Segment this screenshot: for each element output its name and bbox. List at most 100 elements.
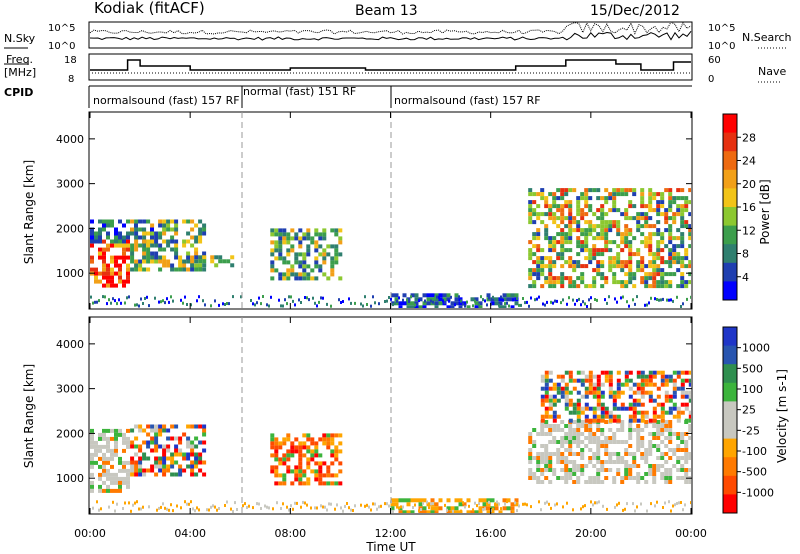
power-cell	[552, 248, 557, 253]
velocity-cell	[154, 472, 159, 477]
power-cell	[556, 252, 561, 257]
power-cell	[568, 276, 573, 281]
velocity-cell	[330, 473, 335, 478]
power-cell	[548, 260, 553, 265]
velocity-cell	[656, 468, 661, 472]
velocity-cell	[298, 461, 303, 466]
velocity-cell	[306, 437, 311, 442]
velocity-cell	[592, 464, 597, 468]
velocity-cell	[652, 444, 657, 448]
power-cell	[628, 244, 633, 249]
power-cell	[644, 280, 649, 285]
velocity-cell	[656, 444, 661, 448]
velocity-cell	[572, 480, 577, 484]
power-cell	[628, 268, 633, 273]
power-cell	[656, 232, 661, 237]
power-cell	[544, 196, 549, 201]
velocity-colorbar-segment	[723, 345, 737, 365]
power-cell	[592, 252, 597, 257]
power-cell	[266, 303, 268, 307]
velocity-cell	[130, 468, 135, 473]
velocity-cell	[490, 510, 495, 513]
power-cell	[98, 251, 102, 256]
power-cell	[290, 264, 295, 269]
velocity-cell	[604, 410, 609, 415]
power-cell	[126, 243, 130, 248]
velocity-cell	[388, 504, 390, 508]
velocity-cell	[490, 498, 495, 503]
velocity-cell	[366, 503, 368, 507]
velocity-cell	[166, 468, 171, 473]
power-cell	[560, 204, 565, 209]
noise-tick-bot-left: 10^0	[48, 41, 75, 52]
velocity-cell	[684, 448, 689, 452]
power-cell	[194, 251, 199, 256]
power-cell	[178, 267, 183, 272]
power-cell	[158, 235, 163, 240]
power-cell	[672, 299, 674, 303]
velocity-cell	[652, 414, 657, 419]
velocity-cell	[596, 476, 601, 480]
velocity-cell	[114, 440, 118, 445]
power-cell	[580, 264, 585, 269]
velocity-cell	[126, 440, 130, 445]
power-cell	[572, 260, 577, 265]
velocity-cell	[110, 488, 114, 493]
velocity-cell	[624, 507, 626, 511]
velocity-cell	[596, 472, 601, 476]
velocity-cell	[306, 461, 311, 466]
velocity-cell	[430, 506, 435, 511]
velocity-cell	[634, 509, 636, 513]
power-cell	[298, 228, 303, 233]
power-cell	[438, 297, 443, 302]
velocity-cell	[126, 472, 130, 477]
velocity-cell	[108, 505, 110, 509]
power-cell	[140, 297, 142, 301]
velocity-cell	[660, 374, 665, 379]
velocity-cell	[608, 456, 613, 460]
power-cell	[338, 276, 343, 281]
velocity-cell	[612, 480, 617, 484]
power-cell	[498, 297, 503, 302]
power-cell	[648, 188, 653, 193]
power-cell	[676, 236, 681, 241]
velocity-cell	[528, 432, 533, 436]
velocity-cell	[190, 448, 195, 453]
power-cell	[286, 272, 291, 277]
velocity-cell	[568, 410, 573, 415]
power-cell	[158, 247, 163, 252]
velocity-cell	[524, 502, 526, 506]
velocity-cell	[632, 398, 637, 403]
velocity-cell	[176, 504, 178, 508]
power-cell	[636, 216, 641, 221]
power-cell	[560, 248, 565, 253]
power-cell	[656, 240, 661, 245]
power-cell	[202, 263, 207, 268]
velocity-cell	[632, 410, 637, 415]
power-cell	[680, 220, 685, 225]
power-cell	[592, 284, 597, 289]
velocity-cell	[540, 398, 545, 403]
power-cell	[572, 298, 574, 302]
velocity-cell	[612, 452, 617, 456]
power-cell	[592, 236, 597, 241]
power-cell	[544, 256, 549, 261]
power-cell	[274, 256, 279, 261]
power-cell	[434, 293, 439, 298]
velocity-cell	[592, 432, 597, 436]
velocity-cell	[486, 506, 491, 511]
velocity-cell	[130, 444, 135, 449]
power-cell	[586, 305, 588, 308]
power-cell	[600, 212, 605, 217]
velocity-cell	[170, 460, 175, 465]
power-cell	[660, 204, 665, 209]
power-cell	[680, 280, 685, 285]
power-cell	[624, 236, 629, 241]
velocity-cell	[632, 406, 637, 411]
velocity-cell	[664, 428, 669, 432]
power-cell	[110, 271, 114, 276]
power-cell	[648, 260, 653, 265]
power-cell	[552, 216, 557, 221]
velocity-cell	[202, 432, 207, 437]
velocity-cell	[640, 374, 645, 379]
